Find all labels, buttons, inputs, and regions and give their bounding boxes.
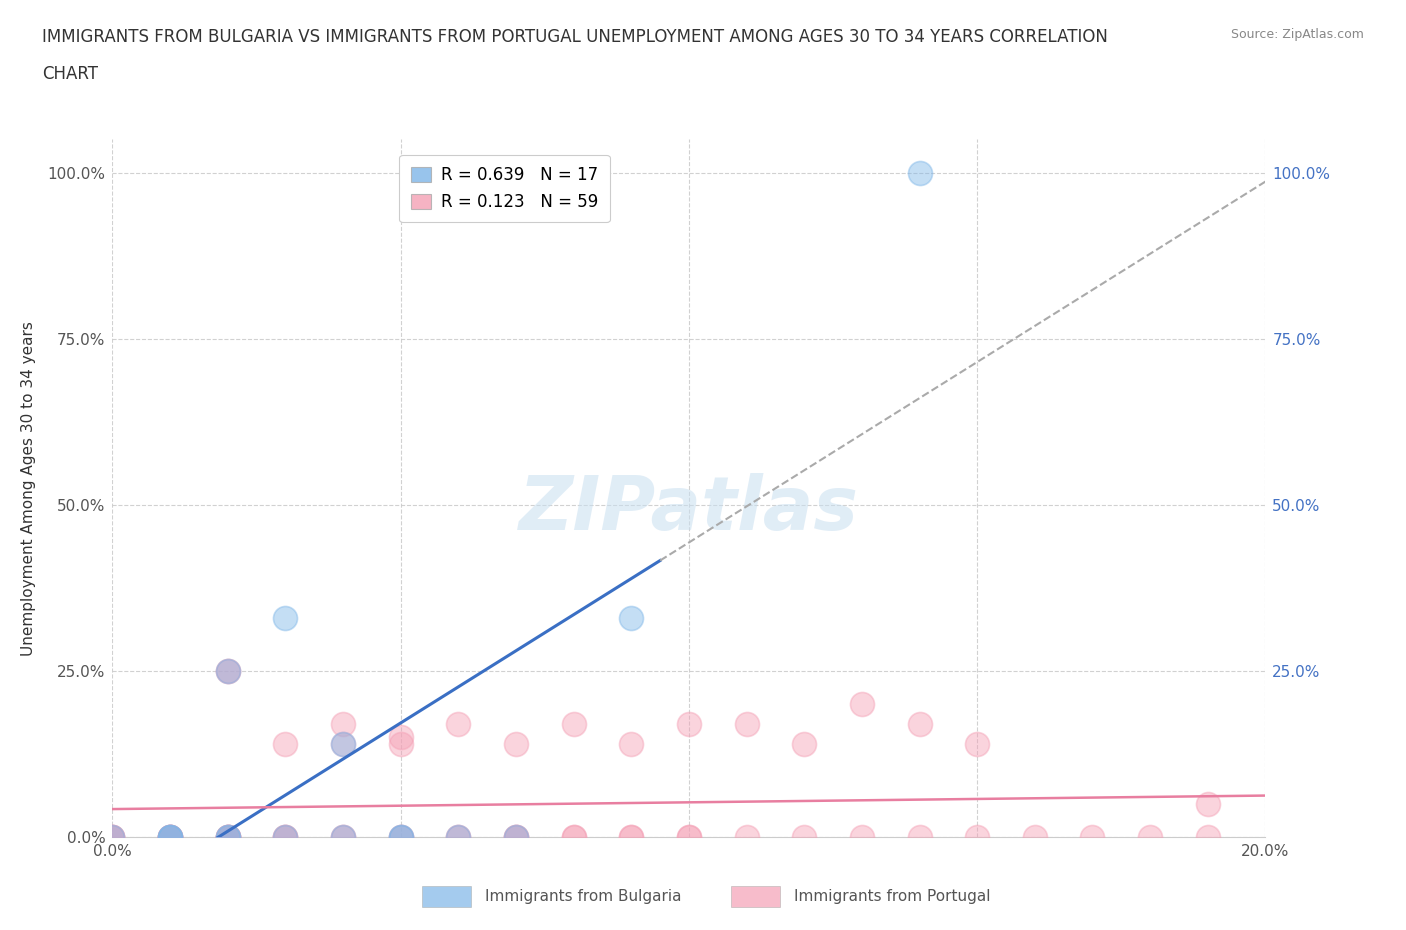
Point bbox=[274, 830, 297, 844]
Point bbox=[217, 830, 239, 844]
Point bbox=[851, 697, 873, 711]
Point bbox=[274, 610, 297, 625]
Point bbox=[1139, 830, 1161, 844]
Point bbox=[217, 830, 239, 844]
Point bbox=[389, 830, 412, 844]
Point bbox=[620, 610, 643, 625]
Point bbox=[217, 830, 239, 844]
Point bbox=[159, 830, 181, 844]
Point bbox=[908, 166, 931, 180]
Point bbox=[620, 830, 643, 844]
Point bbox=[159, 830, 181, 844]
Point bbox=[447, 830, 470, 844]
Y-axis label: Unemployment Among Ages 30 to 34 years: Unemployment Among Ages 30 to 34 years bbox=[21, 321, 37, 656]
Text: IMMIGRANTS FROM BULGARIA VS IMMIGRANTS FROM PORTUGAL UNEMPLOYMENT AMONG AGES 30 : IMMIGRANTS FROM BULGARIA VS IMMIGRANTS F… bbox=[42, 28, 1108, 46]
Point bbox=[274, 830, 297, 844]
Point bbox=[217, 830, 239, 844]
Point bbox=[1197, 796, 1219, 811]
Point bbox=[101, 830, 124, 844]
Text: ZIPatlas: ZIPatlas bbox=[519, 472, 859, 546]
Point bbox=[159, 830, 181, 844]
Point bbox=[620, 830, 643, 844]
Point bbox=[505, 830, 527, 844]
Point bbox=[332, 737, 354, 751]
Point bbox=[159, 830, 181, 844]
Point bbox=[159, 830, 181, 844]
Point bbox=[793, 737, 815, 751]
Point bbox=[966, 737, 988, 751]
Point bbox=[101, 830, 124, 844]
Point bbox=[101, 830, 124, 844]
Point bbox=[735, 717, 758, 732]
Point bbox=[274, 737, 297, 751]
Point bbox=[332, 737, 354, 751]
Point bbox=[389, 737, 412, 751]
Point bbox=[217, 830, 239, 844]
Point bbox=[1197, 830, 1219, 844]
Point bbox=[562, 717, 585, 732]
Point bbox=[678, 830, 700, 844]
Point bbox=[851, 830, 873, 844]
Point bbox=[159, 830, 181, 844]
Point bbox=[1081, 830, 1104, 844]
Point bbox=[332, 830, 354, 844]
Point bbox=[217, 830, 239, 844]
Point bbox=[159, 830, 181, 844]
Point bbox=[217, 663, 239, 678]
Point bbox=[217, 663, 239, 678]
Point bbox=[1024, 830, 1046, 844]
Point bbox=[217, 830, 239, 844]
Point bbox=[908, 830, 931, 844]
Point bbox=[447, 830, 470, 844]
Point bbox=[505, 830, 527, 844]
Point bbox=[505, 830, 527, 844]
Point bbox=[562, 830, 585, 844]
Legend: R = 0.639   N = 17, R = 0.123   N = 59: R = 0.639 N = 17, R = 0.123 N = 59 bbox=[399, 154, 610, 222]
Point bbox=[908, 717, 931, 732]
Point bbox=[332, 830, 354, 844]
Point bbox=[217, 663, 239, 678]
Point bbox=[678, 717, 700, 732]
Point bbox=[505, 830, 527, 844]
Point bbox=[101, 830, 124, 844]
Point bbox=[505, 737, 527, 751]
Point bbox=[159, 830, 181, 844]
Point bbox=[389, 830, 412, 844]
Point bbox=[620, 737, 643, 751]
Point bbox=[793, 830, 815, 844]
Point bbox=[274, 830, 297, 844]
Point bbox=[735, 830, 758, 844]
Point bbox=[389, 830, 412, 844]
Point bbox=[332, 830, 354, 844]
Point bbox=[562, 830, 585, 844]
Point bbox=[274, 830, 297, 844]
Text: CHART: CHART bbox=[42, 65, 98, 83]
Point bbox=[389, 830, 412, 844]
Text: Immigrants from Portugal: Immigrants from Portugal bbox=[794, 889, 991, 904]
Point bbox=[332, 717, 354, 732]
Point bbox=[101, 830, 124, 844]
Point bbox=[678, 830, 700, 844]
Text: Source: ZipAtlas.com: Source: ZipAtlas.com bbox=[1230, 28, 1364, 41]
Point bbox=[447, 830, 470, 844]
Point bbox=[389, 730, 412, 745]
Point bbox=[966, 830, 988, 844]
Text: Immigrants from Bulgaria: Immigrants from Bulgaria bbox=[485, 889, 682, 904]
Point bbox=[447, 717, 470, 732]
